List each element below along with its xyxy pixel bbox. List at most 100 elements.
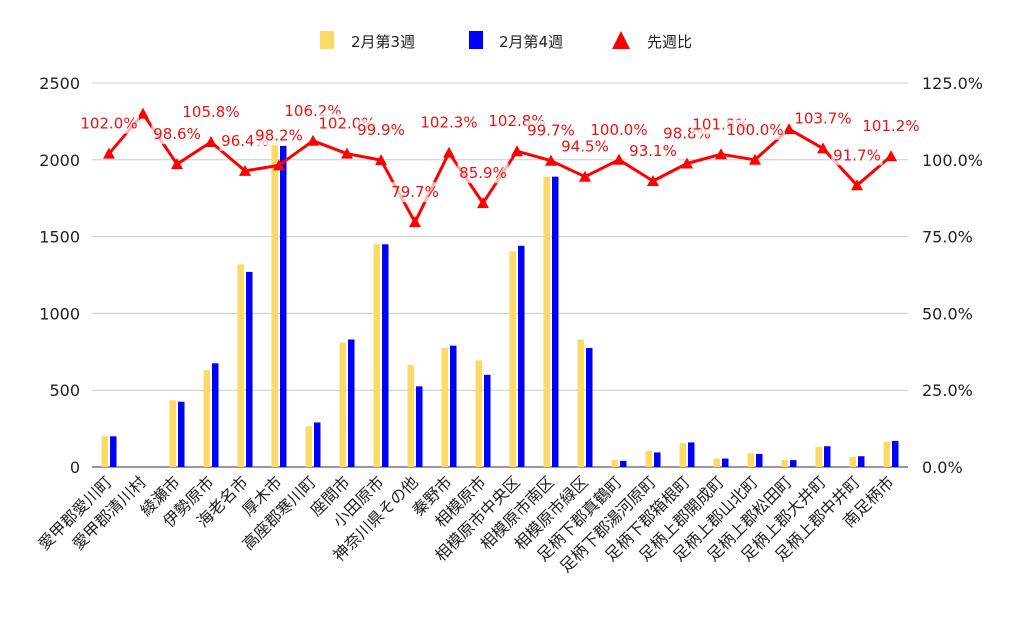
data-label-bg: [181, 101, 241, 122]
bar-week4: [688, 442, 695, 467]
bar-week4: [110, 436, 117, 467]
ratio-marker: [341, 147, 353, 159]
y-right-tick-label: 25.0%: [922, 381, 973, 400]
ratio-marker: [545, 154, 557, 166]
ratio-data-label: 85.9%: [459, 164, 507, 182]
bar-week3: [203, 370, 210, 467]
bar-week4: [246, 271, 253, 467]
bar-week4: [280, 145, 287, 467]
bar-week3: [305, 426, 312, 467]
ratio-data-label: 98.2%: [255, 126, 303, 144]
ratio-marker: [511, 145, 523, 157]
ratio-data-label: 100.0%: [590, 121, 647, 139]
ratio-data-label: 102.3%: [420, 114, 477, 132]
data-label-bg: [79, 113, 139, 134]
ratio-data-label: 101.2%: [862, 117, 919, 135]
bar-week3: [271, 141, 278, 468]
data-label-bg: [253, 125, 305, 146]
data-label-bg: [559, 136, 611, 157]
legend-label-ratio: 先週比: [647, 33, 692, 51]
y-left-tick-label: 1000: [39, 304, 80, 323]
bar-week4: [484, 374, 491, 467]
bar-week3: [475, 360, 482, 467]
bar-week3: [169, 400, 176, 467]
bar-week3: [679, 443, 686, 467]
bar-week3: [645, 450, 652, 467]
bar-week3: [713, 458, 720, 467]
ratio-marker: [103, 147, 115, 159]
ratio-data-label: 91.7%: [833, 146, 881, 164]
y-right-tick-label: 0.0%: [922, 458, 963, 477]
ratio-marker: [307, 134, 319, 146]
bar-week3: [237, 264, 244, 467]
data-label-bg: [419, 112, 479, 133]
bar-week4: [552, 176, 559, 468]
y-right-tick-label: 100.0%: [922, 151, 983, 170]
bar-week4: [586, 347, 593, 467]
data-label-bg: [151, 124, 203, 145]
bar-week3: [543, 176, 550, 468]
bar-week3: [815, 447, 822, 467]
legend-swatch-week3: [320, 31, 334, 49]
legend-swatch-week4: [469, 31, 483, 49]
bar-week3: [883, 441, 890, 467]
ratio-data-label: 102.0%: [80, 115, 137, 133]
bar-week3: [509, 251, 516, 467]
y-left-tick-label: 1500: [39, 228, 80, 247]
bar-week4: [178, 401, 185, 467]
bar-week4: [212, 363, 219, 467]
bar-week4: [518, 245, 525, 467]
bar-week3: [611, 460, 618, 467]
bar-week4: [824, 446, 831, 467]
bar-week4: [858, 456, 865, 467]
y-right-tick-label: 125.0%: [922, 74, 983, 93]
data-label-bg: [525, 120, 577, 141]
data-label-bg: [831, 145, 883, 166]
ratio-marker: [851, 179, 863, 191]
bar-week3: [373, 244, 380, 467]
y-left-tick-label: 500: [49, 381, 80, 400]
bar-week4: [722, 458, 729, 467]
ratio-data-label: 79.7%: [391, 183, 439, 201]
data-label-bg: [627, 140, 679, 161]
ratio-marker: [409, 216, 421, 228]
bar-week4: [450, 345, 457, 467]
legend: 2月第3週 2月第4週 先週比: [320, 31, 692, 51]
y-right-tick-label: 50.0%: [922, 304, 973, 323]
y-right-tick-label: 75.0%: [922, 228, 973, 247]
ratio-marker: [885, 150, 897, 162]
bar-week3: [781, 460, 788, 467]
y-left-tick-label: 2500: [39, 74, 80, 93]
bar-week4: [620, 460, 627, 467]
bars: [101, 141, 899, 468]
data-label-bg: [457, 163, 509, 184]
ratio-marker: [477, 197, 489, 209]
bar-week3: [339, 342, 346, 467]
bar-week3: [101, 436, 108, 467]
ratio-marker: [171, 158, 183, 170]
data-label-bg: [861, 116, 921, 137]
ratio-data-label: 103.7%: [794, 109, 851, 127]
ratio-marker: [205, 135, 217, 147]
bar-week4: [756, 453, 763, 467]
ratio-data-label: 100.0%: [726, 121, 783, 139]
ratio-marker: [749, 153, 761, 165]
data-label-bg: [389, 182, 441, 203]
ratio-marker: [681, 157, 693, 169]
data-label-bg: [355, 120, 407, 141]
legend-label-week3: 2月第3週: [351, 33, 415, 51]
ratio-marker: [783, 123, 795, 135]
bar-week3: [407, 364, 414, 467]
ratio-marker: [715, 148, 727, 160]
bar-week4: [654, 452, 661, 467]
y-left-tick-label: 2000: [39, 151, 80, 170]
ratio-marker: [817, 142, 829, 154]
legend-label-week4: 2月第4週: [499, 33, 563, 51]
bar-week4: [416, 386, 423, 467]
bar-week3: [441, 347, 448, 467]
data-label-bg: [589, 119, 649, 140]
bar-week3: [747, 453, 754, 467]
bar-week3: [577, 339, 584, 467]
